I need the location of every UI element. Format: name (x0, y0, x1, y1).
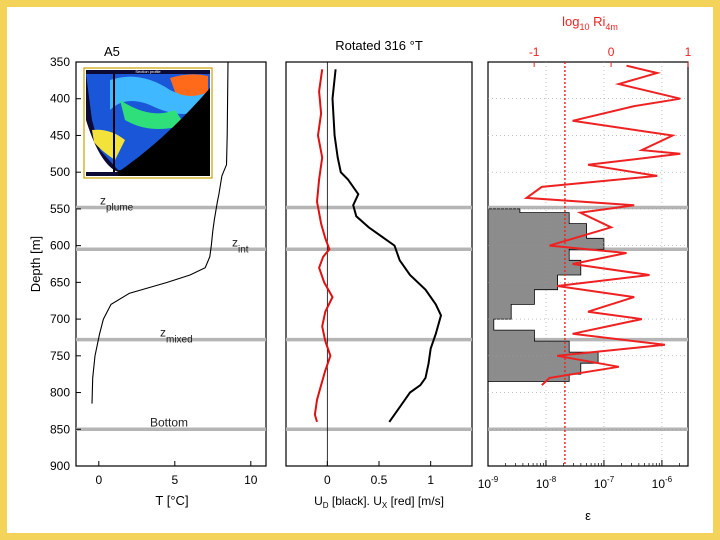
top-tick-label: 0 (608, 45, 615, 59)
temperature-profile-line (91, 61, 229, 404)
y-tick-label: 900 (50, 459, 70, 473)
epsilon-profile-area (487, 208, 605, 382)
x-tick-label: 5 (171, 473, 178, 487)
thumbnail-title: Section profile (135, 69, 161, 74)
velocity-panel-title: Rotated 316 °T (335, 38, 423, 53)
x-tick-label: 10 (244, 473, 258, 487)
x-tick-label: 1 (427, 473, 434, 487)
x-axis-label-epsilon: ε (585, 508, 591, 523)
reference-label-mixed: zmixed (160, 326, 193, 346)
panel-dissipation: 10-9 10-8 10-7 10-6 -1 0 1 log10 Ri4m ε (478, 14, 692, 523)
x-tick-label: 0 (324, 473, 331, 487)
y-tick-label: 800 (50, 386, 70, 400)
thumbnail-red-patch (170, 74, 208, 96)
x-tick-label: 0 (95, 473, 102, 487)
panel-velocity-axes (285, 61, 473, 467)
richardson-axis-label: log10 Ri4m (562, 14, 618, 32)
top-tick-label: 1 (685, 45, 692, 59)
x-tick-label: 10-9 (478, 475, 499, 491)
y-tick-label: 450 (50, 128, 70, 142)
top-tick-label: -1 (529, 45, 540, 59)
y-tick-label: 400 (50, 92, 70, 106)
y-tick-label: 850 (50, 422, 70, 436)
thumbnail-seabed (118, 88, 210, 176)
slide-label: A5 (104, 44, 120, 59)
y-tick-label: 600 (50, 239, 70, 253)
x-tick-label: 10-7 (594, 475, 615, 491)
y-axis-label: Depth [m] (28, 236, 43, 292)
richardson-number-line (523, 64, 681, 386)
x-tick-label: 10-6 (652, 475, 673, 491)
velocity-ux-line (313, 69, 334, 423)
thumbnail-left-bathymetry (86, 120, 118, 172)
reference-label-int: zint (232, 235, 249, 255)
x-tick-label: 10-8 (536, 475, 557, 491)
y-tick-label: 750 (50, 349, 70, 363)
y-tick-label: 700 (50, 312, 70, 326)
y-tick-label: 650 (50, 275, 70, 289)
y-tick-label: 350 (50, 55, 70, 69)
velocity-ud-line (331, 69, 443, 423)
section-thumbnail: Section profile (83, 67, 213, 179)
thumbnail-cyan-band (110, 76, 205, 114)
x-tick-label: 0.5 (371, 473, 388, 487)
reference-label-plume: zplume (100, 193, 134, 213)
y-tick-label: 500 (50, 165, 70, 179)
x-axis-label-velocity: UD [black]. UX [red] [m/s] (314, 494, 444, 510)
y-tick-label: 550 (50, 202, 70, 216)
panel-velocity: 0 0.5 1 Rotated 316 °T UD [black]. UX [red… (285, 38, 473, 510)
x-axis-label-temperature: T [°C] (155, 493, 188, 508)
reference-label-bottom: Bottom (150, 415, 188, 429)
thumbnail-green-band (120, 100, 185, 129)
thumbnail-yellow-patch (92, 129, 125, 160)
